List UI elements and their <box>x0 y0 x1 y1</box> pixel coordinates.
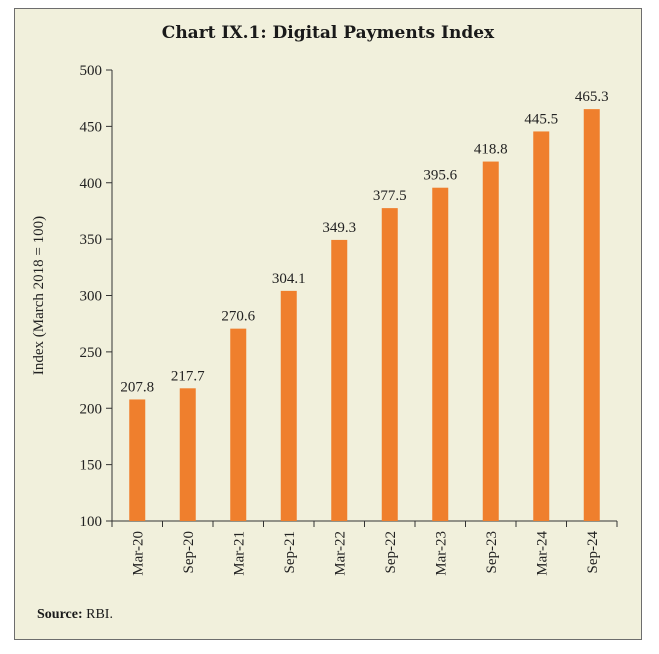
source-text: RBI. <box>82 607 113 622</box>
bar <box>179 388 196 521</box>
bar <box>331 239 348 521</box>
x-tick-label: Sep-24 <box>585 531 601 574</box>
y-axis-label: Index (March 2018 = 100) <box>31 216 47 375</box>
y-tick-label: 300 <box>80 289 103 305</box>
y-tick-label: 500 <box>80 63 103 79</box>
bars <box>129 109 600 522</box>
bar <box>381 208 398 521</box>
y-tick-label: 400 <box>80 176 103 192</box>
x-tick-label: Mar-23 <box>433 531 449 576</box>
data-label: 418.8 <box>474 142 508 158</box>
y-tick-label: 100 <box>80 514 103 530</box>
source-label: Source: <box>37 607 83 622</box>
bar <box>482 161 499 522</box>
data-label: 349.3 <box>322 220 356 236</box>
bar <box>129 399 146 521</box>
y-tick-label: 350 <box>80 232 103 248</box>
bar <box>583 109 600 521</box>
chart-frame: Chart IX.1: Digital Payments Index 100 15… <box>14 8 642 640</box>
data-labels: 207.8 217.7 270.6 304.1 349.3 377.5 395.6 418.8… <box>120 89 608 395</box>
x-tick-label: Sep-20 <box>181 531 197 574</box>
y-tick-label: 450 <box>80 119 103 135</box>
chart-title: Chart IX.1: Digital Payments Index <box>161 23 495 43</box>
data-label: 207.8 <box>120 379 154 395</box>
data-label: 270.6 <box>221 309 255 325</box>
x-tick-label: Sep-22 <box>383 531 399 574</box>
bar <box>230 328 247 521</box>
x-axis: Mar-20 Sep-20 Mar-21 Sep-21 Mar-22 Sep-22 Mar-… <box>111 520 618 576</box>
bar-chart: 100 150 200 250 300 350 400 450 500 Mar-20 Sep-20… <box>31 63 618 576</box>
data-label: 217.7 <box>171 368 205 384</box>
bar <box>533 131 550 521</box>
data-label: 304.1 <box>272 271 306 287</box>
data-label: 395.6 <box>423 168 457 184</box>
y-axis: 100 150 200 250 300 350 400 450 500 <box>80 63 113 530</box>
y-tick-label: 250 <box>80 345 103 361</box>
source-note: Source: RBI. <box>37 607 113 623</box>
bar <box>432 187 449 521</box>
x-tick-label: Mar-24 <box>534 531 550 576</box>
x-tick-label: Mar-21 <box>231 531 247 576</box>
data-label: 465.3 <box>575 89 609 105</box>
x-tick-label: Mar-20 <box>130 531 146 576</box>
bar <box>280 290 297 521</box>
data-label: 377.5 <box>373 188 407 204</box>
data-label: 445.5 <box>524 111 558 127</box>
x-tick-label: Mar-22 <box>332 531 348 576</box>
y-tick-label: 150 <box>80 458 103 474</box>
x-tick-label: Sep-23 <box>484 531 500 574</box>
x-tick-label: Sep-21 <box>282 531 298 574</box>
y-tick-label: 200 <box>80 401 103 417</box>
